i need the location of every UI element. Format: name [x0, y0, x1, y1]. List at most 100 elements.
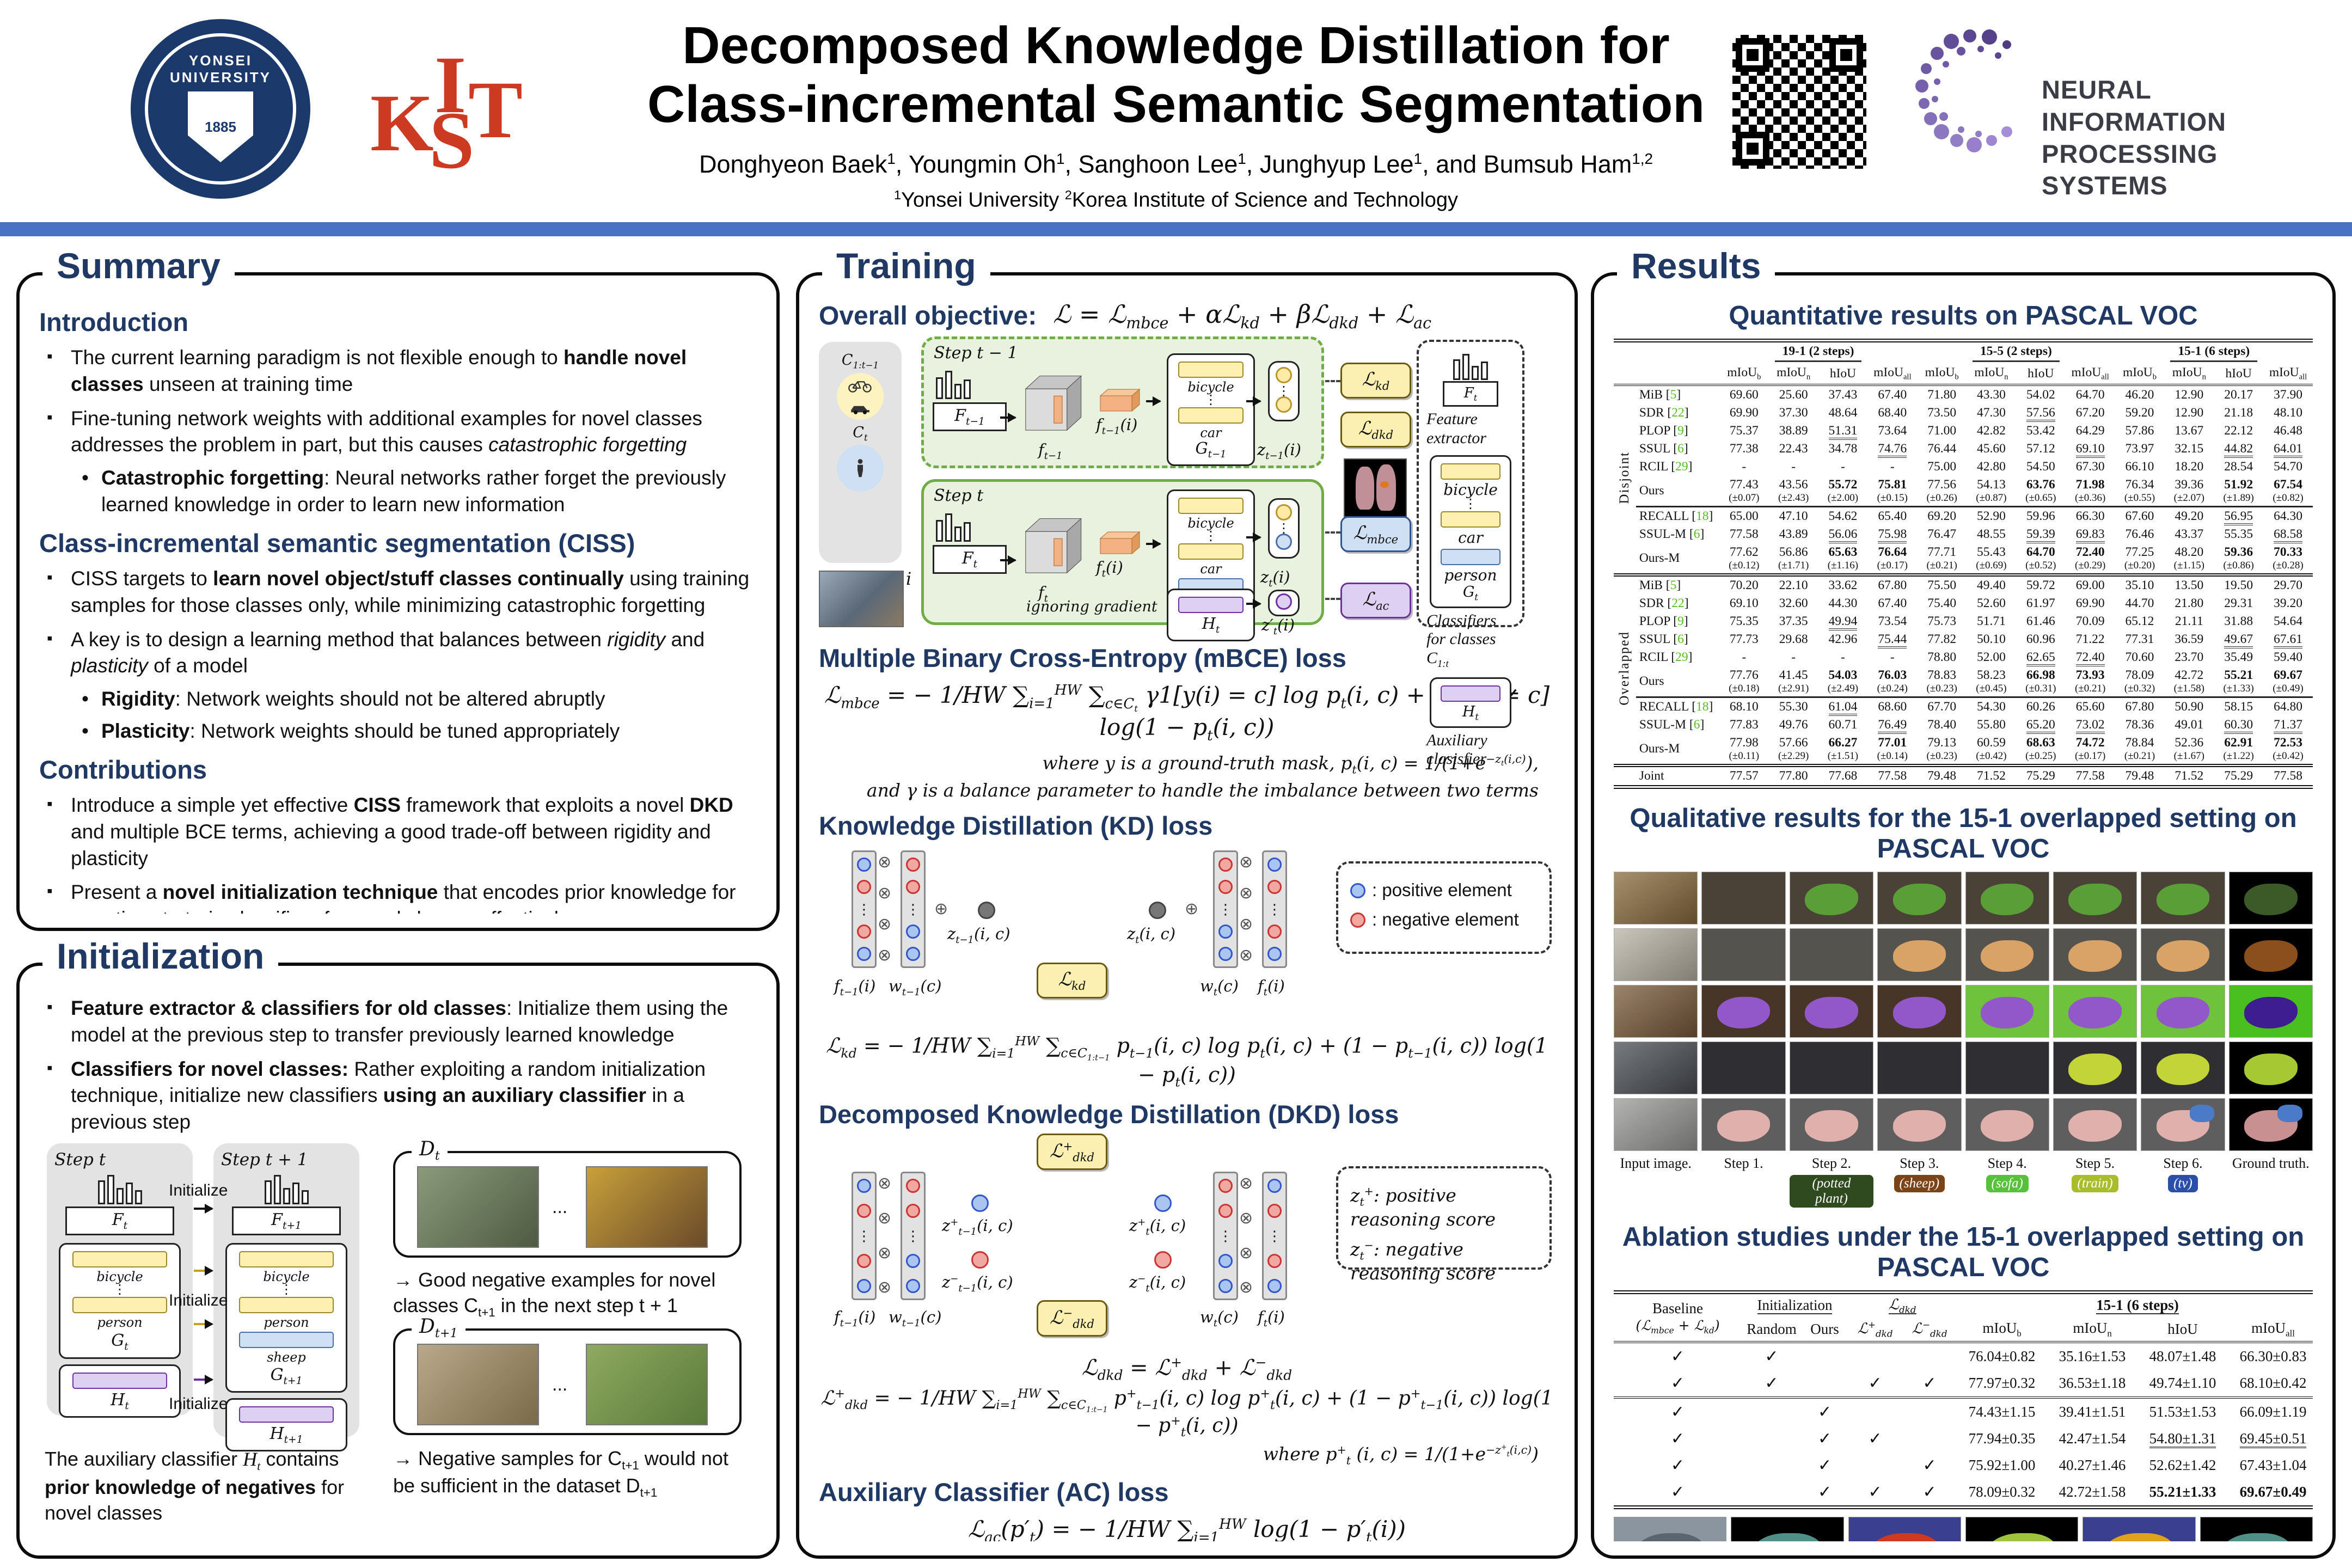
- ignoring-gradient-label: ignoring gradient: [1026, 598, 1157, 616]
- dkd-sum-formula: ℒdkd = ℒ+dkd + ℒ−dkd: [1081, 1355, 1293, 1383]
- qr-code: [1730, 33, 1869, 171]
- dkd-legend: zt+: positive reasoning score zt−: negat…: [1336, 1166, 1552, 1284]
- kd-heading: Knowledge Distillation (KD) loss: [819, 811, 1213, 840]
- feature-bar: ⋮: [852, 850, 877, 968]
- qualitative-tile-sheep: [2141, 928, 2225, 981]
- initialize-arrow: [194, 1319, 213, 1330]
- dkd-diagram: ℒ+dkd ⋮ ⊗ ⊗ ⊗ ⊗ ⋮ z+t−1(i, c) z−t−1(i, c) z…: [819, 1134, 1555, 1351]
- positive-element-icon: [1350, 883, 1365, 898]
- table-row: Disjoint MiB [5] 69.60 25.60 37.43 67.40 71.80…: [1617, 387, 2302, 504]
- qualitative-tile-train: [1965, 1041, 2049, 1094]
- qualitative-tile-potted-plants: [1614, 871, 1698, 924]
- qualitative-tile-person-desk: [1701, 1098, 1786, 1151]
- ground-truth-mask: [1344, 458, 1407, 518]
- ablation-tile: [1848, 1517, 1961, 1541]
- qualitative-tile-sheep: [1701, 928, 1786, 981]
- classifier-box: bicycle ⋮ person Gt: [59, 1243, 181, 1359]
- qualitative-tile-sheep: [2228, 928, 2313, 981]
- qualitative-tile-train: [1789, 1041, 1874, 1094]
- bicycle-photo: [417, 1166, 539, 1248]
- qualitative-tile-person-desk: [1965, 1098, 2049, 1151]
- training-section: Training Overall objective: ℒ = ℒmbce + …: [796, 245, 1578, 1559]
- qualitative-tile-dog-on-sofa: [1701, 984, 1786, 1038]
- poster-header: YONSEI UNIVERSITY 1885 K I S T Decompose…: [0, 0, 2352, 222]
- aux-classifier-row: [72, 1372, 168, 1389]
- initialization-diagram: Step t Ft bicycle ⋮ person Gt: [39, 1138, 757, 1524]
- qual-caption: Step 4. (sofa): [1965, 1155, 2049, 1208]
- qr-finder-icon: [1829, 38, 1863, 72]
- qualitative-tile-potted-plants: [1965, 871, 2049, 924]
- dkd-loss-chip: ℒdkd: [1340, 412, 1411, 448]
- pixel-feature-slab: [1099, 389, 1141, 412]
- table-row-joint: Joint 77.57 77.80 77.68 77.58 79.48 71.52 75.29…: [1614, 765, 2313, 787]
- table-row: ✓ ✓ ✓ 77.94±0.35 42.47±1.54 54.80±1.31 69.45±0…: [1670, 1430, 2307, 1449]
- section-title-initialization: Initialization: [42, 935, 279, 977]
- qualitative-tile-sheep: [1614, 928, 1698, 981]
- quantitative-heading: Quantitative results on PASCAL VOC: [1729, 301, 2198, 330]
- qualitative-tile-train: [2228, 1041, 2313, 1094]
- ablation-tile: [1731, 1517, 1844, 1541]
- step-prev-box: Step t − 1 Ft−1 ft−1: [921, 336, 1324, 469]
- step-t-column: Step t Ft bicycle ⋮ person Gt: [47, 1143, 193, 1418]
- dkd-minus-chip: ℒ−dkd: [1037, 1300, 1107, 1337]
- qual-caption: Input image.: [1620, 1155, 1692, 1171]
- table-row: SDR [22] 69.10 32.60 44.30 67.40 75.40 52.60 61…: [1639, 596, 2302, 610]
- yonsei-university-logo: YONSEI UNIVERSITY 1885: [131, 19, 310, 199]
- subsection-heading: Contributions: [39, 755, 207, 784]
- feature-extractor-icon: [1426, 350, 1515, 381]
- results-content: Quantitative results on PASCAL VOC 19-1 …: [1614, 297, 2313, 1541]
- dkd-where: where p+t (i, c) = 1/(1+e−z+t(i,c)): [1263, 1443, 1539, 1467]
- training-content: Overall objective: ℒ = ℒmbce + αℒkd + βℒ…: [819, 297, 1555, 1541]
- table-row: ✓ ✓ 74.43±1.15 39.41±1.51 51.53±1.53 66.09±1.…: [1614, 1398, 2313, 1425]
- initialization-content: Feature extractor & classifiers for old …: [39, 988, 757, 1541]
- affiliations-line: 1Yonsei University 2Korea Institute of S…: [894, 188, 1458, 212]
- sub-bullet: Plasticity: Network weights should be tu…: [82, 718, 757, 745]
- auxiliary-classifier-box: Ht: [1167, 589, 1255, 641]
- qualitative-tile-sheep: [1877, 928, 1962, 981]
- classifier-row: [72, 1296, 168, 1313]
- neurips-logo-text: NEURAL INFORMATION PROCESSING SYSTEMS: [2042, 75, 2227, 200]
- objective-formula: ℒ = ℒmbce + αℒkd + βℒdkd + ℒac: [1053, 299, 1432, 333]
- qualitative-tile-train: [1614, 1041, 1698, 1094]
- person-icon: [857, 459, 863, 477]
- qualitative-tile-train: [2053, 1041, 2137, 1094]
- qualitative-tile-potted-plants: [2141, 871, 2225, 924]
- table-row: SDR [22] 69.90 37.30 48.64 68.40 73.50 47.30 57…: [1614, 404, 2313, 422]
- classifier-box: bicycle ⋮ person sheep Gt+1: [225, 1243, 347, 1393]
- initialize-arrow: [194, 1375, 213, 1385]
- poster-title: Decomposed Knowledge Distillation for Cl…: [647, 16, 1705, 134]
- qualitative-tile-person-desk: [2053, 1098, 2137, 1151]
- car-icon: [851, 406, 869, 414]
- logit-column: ⋮: [1268, 498, 1300, 559]
- kd-loss-chip: ℒkd: [1037, 962, 1107, 999]
- qualitative-tile-train: [1877, 1041, 1962, 1094]
- feature-extractor-icon: [54, 1174, 185, 1205]
- z-prev-dot: [978, 901, 995, 919]
- dt1-note: → Negative samples for Ct+1 would not be…: [393, 1447, 728, 1500]
- negative-element-icon: [1350, 912, 1365, 928]
- bullet: A key is to design a learning method tha…: [47, 627, 757, 745]
- sub-bullet: Rigidity: Network weights should not be …: [82, 686, 757, 713]
- kd-loss-chip: ℒkd: [1340, 363, 1411, 399]
- weight-bar: ⋮: [901, 850, 926, 968]
- feature-extractor-box: Ft: [65, 1206, 174, 1236]
- qualitative-tile-dog-on-sofa: [1614, 984, 1698, 1038]
- qualitative-tile-dog-on-sofa: [1877, 984, 1962, 1038]
- sheep-photo: [586, 1344, 708, 1426]
- table-row: Overlapped MiB [5] 70.20 22.10 33.62 67.80 75.…: [1614, 574, 2313, 706]
- initialization-section: Initialization Feature extractor & class…: [16, 935, 780, 1559]
- kd-legend: : positive element : negative element: [1336, 861, 1552, 954]
- quantitative-table-container: 19-1 (2 steps) 15-5 (2 steps) 15-1 (6 step…: [1614, 339, 2313, 789]
- classifier-row: [72, 1251, 168, 1268]
- table-row: PLOP [9] 75.35 37.35 49.94 73.54 75.73 51.71 61…: [1614, 612, 2313, 630]
- authors-line: Donghyeon Baek1, Youngmin Oh1, Sanghoon …: [699, 150, 1653, 178]
- ablation-figure: [1614, 1517, 2313, 1541]
- ablation-tile: [1965, 1517, 2079, 1541]
- feature-extractor-box: Ft+1: [232, 1206, 341, 1236]
- qual-caption: Step 5. (train): [2053, 1155, 2137, 1208]
- dkd-heading: Decomposed Knowledge Distillation (DKD) …: [819, 1100, 1399, 1129]
- table-row: SSUL [6] 77.73 29.68 42.96 75.44 77.82 50.10 60…: [1614, 630, 2313, 648]
- initialization-bullets: Feature extractor & classifiers for old …: [39, 995, 757, 1136]
- qualitative-tile-sheep: [2053, 928, 2137, 981]
